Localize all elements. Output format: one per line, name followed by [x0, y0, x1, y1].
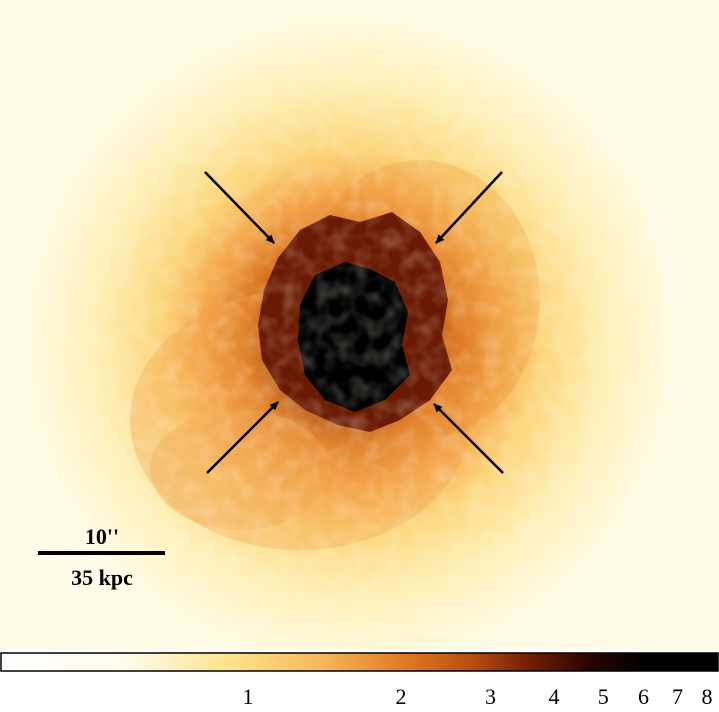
colorbar-tick-label: 5 [598, 684, 609, 709]
colorbar-tick-label: 3 [485, 684, 496, 709]
scale-physical-label: 35 kpc [71, 565, 133, 590]
colorbar-gradient [0, 652, 719, 672]
arrow-bottom-left [206, 401, 279, 474]
arrow-bottom-right [433, 403, 504, 474]
colorbar-tick-label: 2 [396, 684, 407, 709]
colorbar-tick-label: 8 [702, 684, 713, 709]
cavity-arrows [204, 171, 504, 474]
arrow-top-right [435, 171, 503, 244]
colorbar-tick-label: 4 [549, 684, 560, 709]
colorbar-tick-label: 6 [638, 684, 649, 709]
scale-angular-label: 10'' [85, 524, 119, 549]
emission-map [0, 0, 719, 650]
colorbar-tick-label: 7 [672, 684, 683, 709]
arrow-top-left [204, 171, 275, 244]
scale-bar: 10'' 35 kpc [38, 524, 165, 590]
colorbar-tick-label: 1 [243, 684, 254, 709]
